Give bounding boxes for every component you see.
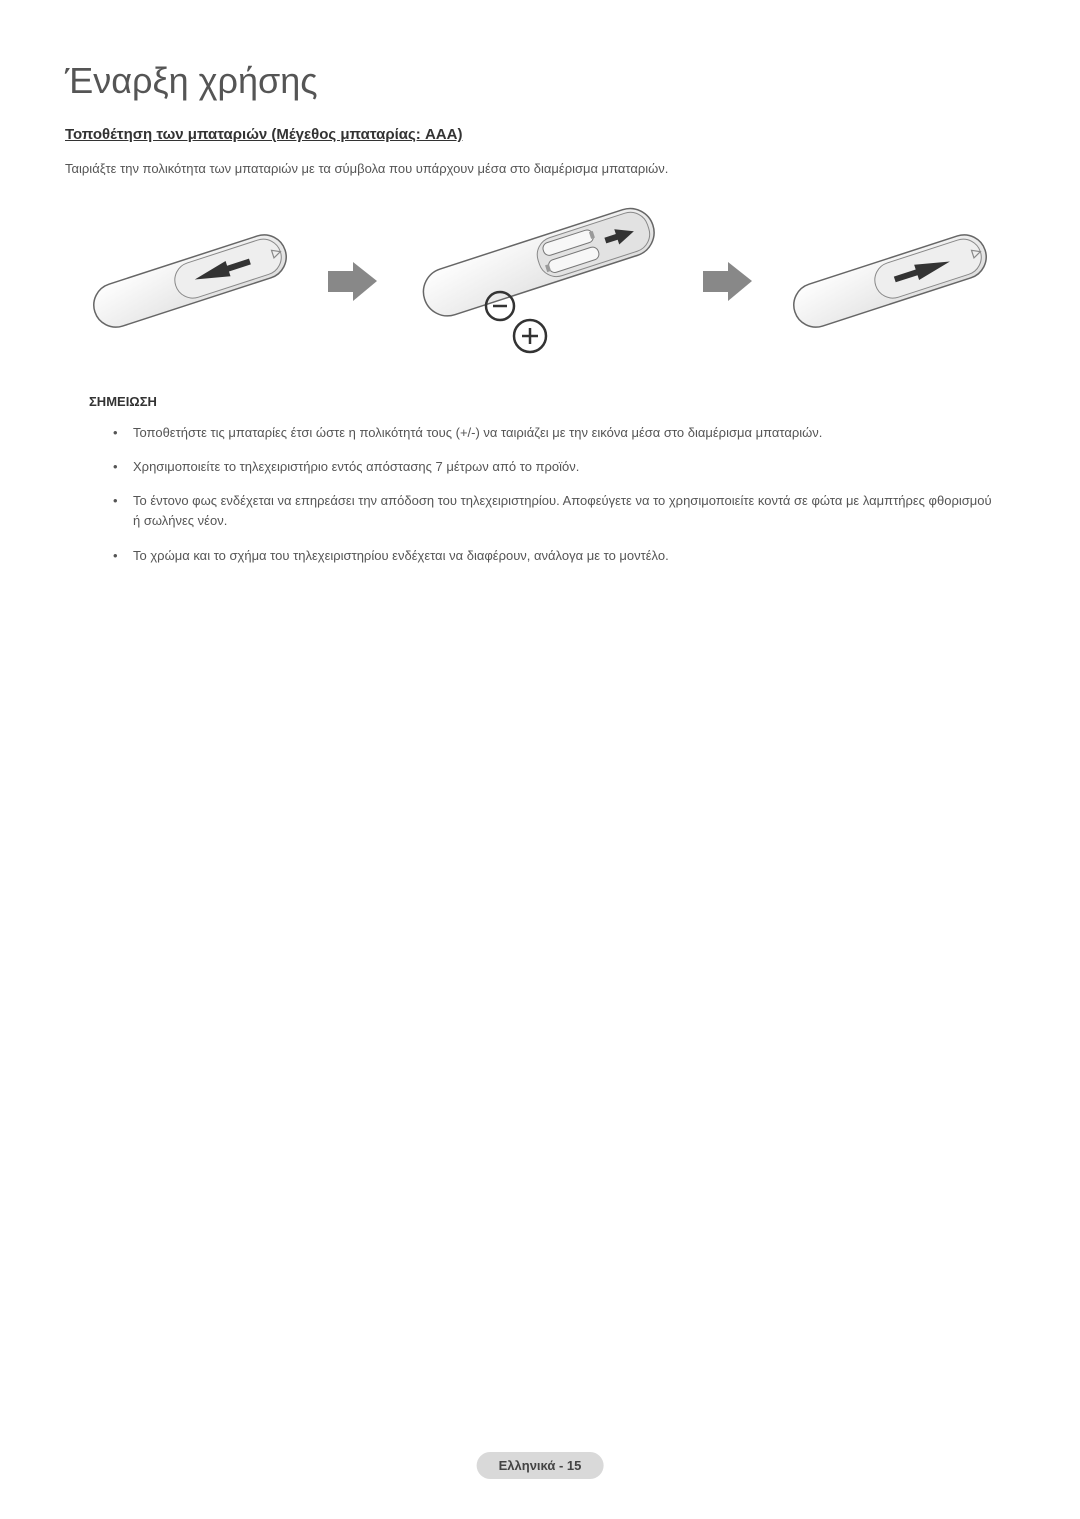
manual-page: Έναρξη χρήσης Τοποθέτηση των μπαταριών (… [0,0,1080,566]
arrow-right-icon [700,259,755,304]
intro-text: Ταιριάξτε την πολικότητα των μπαταριών μ… [65,161,1015,176]
note-label: ΣΗΜΕΙΩΣΗ [89,394,1015,409]
footer-sep: - [555,1458,567,1473]
section-title: Τοποθέτηση των μπαταριών (Μέγεθος μπαταρ… [65,126,1015,143]
note-item: Το χρώμα και το σχήμα του τηλεχειριστηρί… [113,546,995,566]
battery-illustration-row [65,196,1015,366]
page-title: Έναρξη χρήσης [65,60,1015,102]
footer-page: 15 [567,1458,581,1473]
note-item: Χρησιμοποιείτε το τηλεχειριστήριο εντός … [113,457,995,477]
arrow-right-icon [325,259,380,304]
page-footer: Ελληνικά - 15 [477,1452,604,1479]
remote-open-icon [390,196,690,366]
remote-closed-icon [65,211,315,351]
note-item: Το έντονο φως ενδέχεται να επηρεάσει την… [113,491,995,531]
remote-closed-final-icon [765,211,1015,351]
page-number-badge: Ελληνικά - 15 [477,1452,604,1479]
footer-lang: Ελληνικά [499,1458,556,1473]
note-item: Τοποθετήστε τις μπαταρίες έτσι ώστε η πο… [113,423,995,443]
note-list: Τοποθετήστε τις μπαταρίες έτσι ώστε η πο… [113,423,995,566]
